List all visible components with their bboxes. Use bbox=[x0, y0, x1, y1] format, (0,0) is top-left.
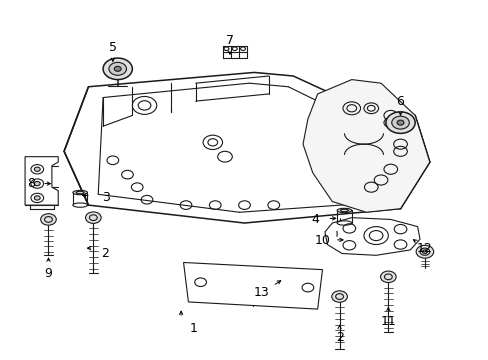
Circle shape bbox=[415, 245, 433, 258]
Circle shape bbox=[380, 271, 395, 283]
Circle shape bbox=[385, 112, 414, 134]
Text: 3: 3 bbox=[102, 192, 109, 204]
Circle shape bbox=[34, 196, 40, 200]
Polygon shape bbox=[303, 80, 429, 212]
Circle shape bbox=[34, 167, 40, 171]
Polygon shape bbox=[64, 72, 429, 223]
Circle shape bbox=[396, 120, 403, 125]
Text: 8: 8 bbox=[27, 177, 35, 190]
Polygon shape bbox=[325, 218, 419, 255]
Text: 10: 10 bbox=[314, 234, 330, 247]
Ellipse shape bbox=[336, 221, 351, 225]
Text: 9: 9 bbox=[44, 267, 52, 280]
Circle shape bbox=[103, 58, 132, 80]
Text: 13: 13 bbox=[253, 287, 269, 300]
Text: 7: 7 bbox=[225, 33, 233, 47]
Text: 5: 5 bbox=[109, 41, 117, 54]
Ellipse shape bbox=[73, 203, 87, 207]
Circle shape bbox=[331, 291, 346, 302]
Text: 1: 1 bbox=[189, 322, 197, 335]
Text: 2: 2 bbox=[102, 247, 109, 260]
Text: 12: 12 bbox=[416, 242, 432, 255]
Circle shape bbox=[422, 250, 427, 253]
Ellipse shape bbox=[336, 208, 351, 213]
Circle shape bbox=[109, 62, 126, 75]
Ellipse shape bbox=[73, 190, 87, 195]
Circle shape bbox=[391, 116, 408, 129]
Text: 4: 4 bbox=[311, 213, 319, 226]
Circle shape bbox=[114, 66, 121, 71]
Circle shape bbox=[85, 212, 101, 224]
Polygon shape bbox=[183, 262, 322, 309]
Circle shape bbox=[41, 214, 56, 225]
Circle shape bbox=[34, 181, 40, 186]
Text: 11: 11 bbox=[380, 315, 395, 328]
Text: 6: 6 bbox=[396, 95, 404, 108]
Text: 2: 2 bbox=[335, 331, 343, 344]
Polygon shape bbox=[25, 157, 58, 205]
